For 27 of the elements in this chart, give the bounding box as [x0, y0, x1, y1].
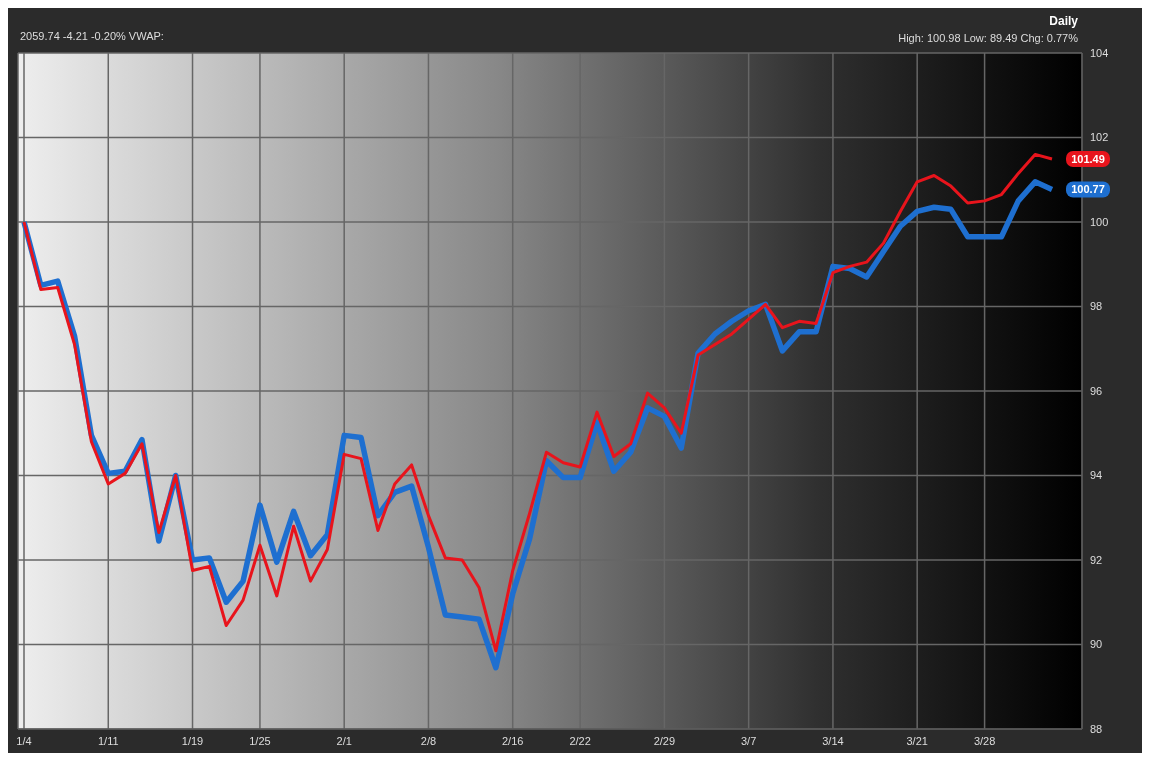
x-tick-label: 3/7 — [741, 734, 757, 747]
y-tick-label: 92 — [1090, 553, 1103, 566]
x-tick-label: 3/28 — [973, 734, 996, 747]
x-tick-label: 2/22 — [569, 734, 591, 747]
y-tick-label: 94 — [1090, 469, 1103, 482]
x-tick-label: 3/21 — [906, 734, 928, 747]
data-label: 101.49 — [1071, 153, 1105, 166]
y-tick-label: 90 — [1090, 638, 1103, 651]
x-tick-label: 2/8 — [420, 734, 437, 747]
text: Daily — [1049, 14, 1078, 28]
data-label: 100.77 — [1071, 183, 1105, 196]
x-tick-label: 1/25 — [249, 734, 271, 747]
x-tick-label: 2/1 — [336, 734, 352, 747]
text: High: 100.98 Low: 89.49 Chg: 0.77% — [898, 32, 1078, 44]
x-tick-label: 2/29 — [653, 734, 676, 747]
x-tick-label: 1/4 — [16, 734, 32, 747]
y-tick-label: 100 — [1090, 215, 1109, 228]
x-tick-label: 3/14 — [822, 734, 844, 747]
x-tick-label: 1/11 — [97, 734, 119, 747]
y-tick-label: 102 — [1090, 131, 1109, 144]
y-tick-label: 88 — [1090, 722, 1103, 735]
y-tick-label: 98 — [1090, 300, 1103, 313]
x-tick-label: 2/16 — [502, 734, 524, 747]
y-tick-label: 104 — [1090, 46, 1109, 59]
y-tick-label: 96 — [1090, 384, 1103, 397]
x-tick-label: 1/19 — [181, 734, 204, 747]
chart-subtitle: 2059.74 -4.21 -0.20% VWAP: — [20, 30, 164, 42]
